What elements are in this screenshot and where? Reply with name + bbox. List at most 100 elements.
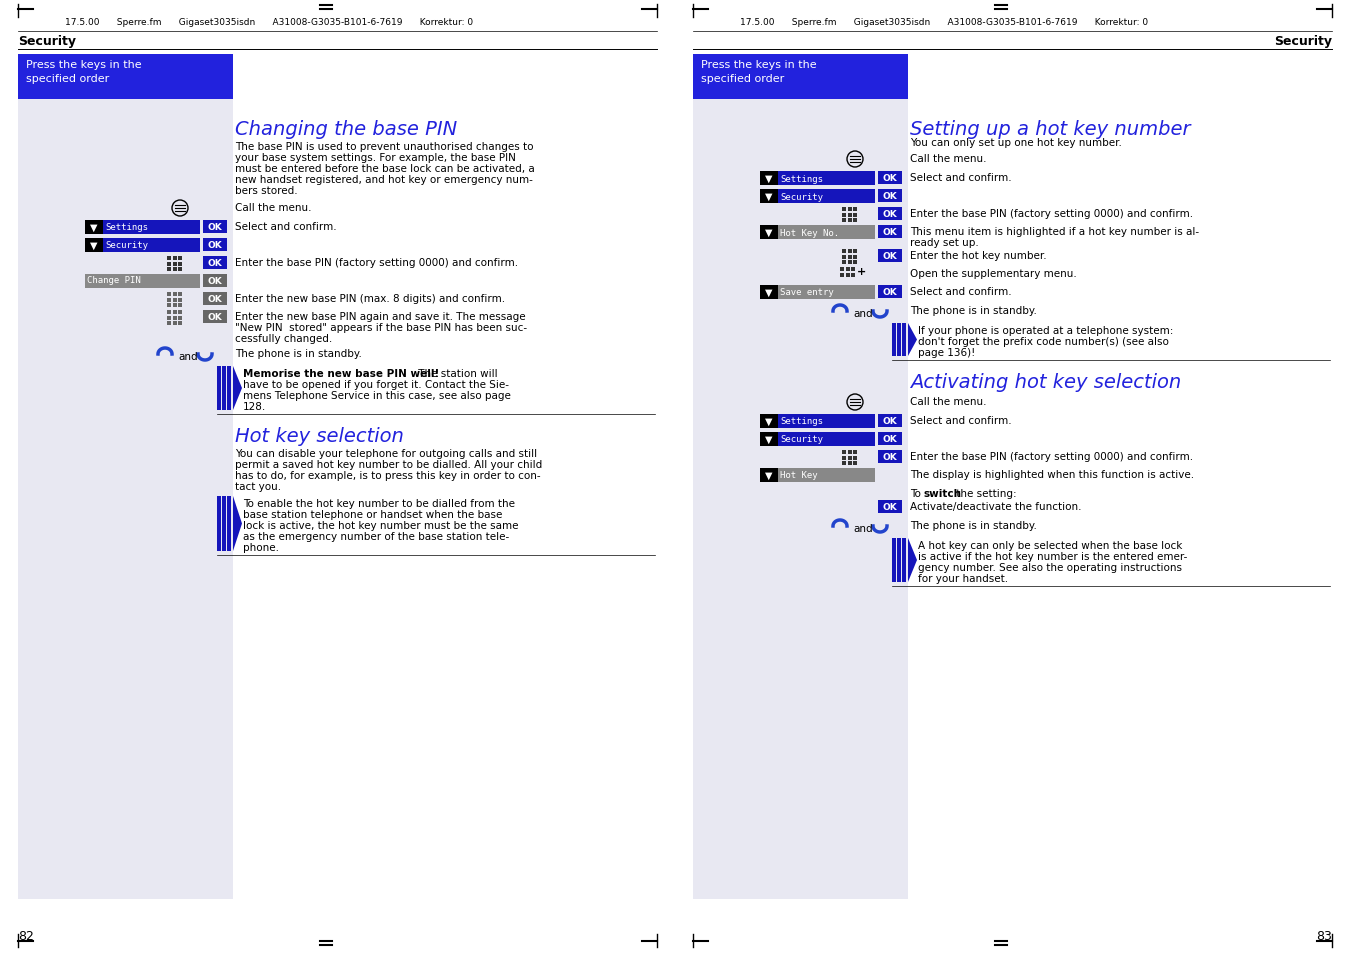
Bar <box>842 261 846 265</box>
Text: Open the supplementary menu.: Open the supplementary menu. <box>910 269 1077 278</box>
Bar <box>878 172 902 185</box>
Text: phone.: phone. <box>243 542 279 553</box>
Bar <box>848 219 852 223</box>
Text: ▼: ▼ <box>90 241 97 251</box>
Bar <box>842 250 846 253</box>
Bar <box>902 538 906 582</box>
Bar <box>693 55 909 899</box>
Bar <box>167 316 171 320</box>
Bar <box>760 433 778 447</box>
Text: Press the keys in the
specified order: Press the keys in the specified order <box>701 60 817 84</box>
Bar <box>848 456 852 460</box>
Bar <box>842 451 846 455</box>
Bar <box>167 293 171 296</box>
Bar <box>167 268 171 272</box>
Polygon shape <box>234 497 242 552</box>
Bar <box>848 461 852 465</box>
Text: switch: switch <box>923 489 963 498</box>
Bar <box>878 500 902 514</box>
Text: permit a saved hot key number to be dialled. All your child: permit a saved hot key number to be dial… <box>235 459 543 470</box>
Bar <box>778 226 875 240</box>
Text: mens Telephone Service in this case, see also page: mens Telephone Service in this case, see… <box>243 391 510 400</box>
Polygon shape <box>909 538 917 582</box>
Bar <box>842 213 846 217</box>
Bar <box>227 497 231 552</box>
Bar <box>853 461 857 465</box>
Text: The phone is in standby.: The phone is in standby. <box>910 520 1037 531</box>
Bar <box>896 538 900 582</box>
Text: ▼: ▼ <box>765 228 772 237</box>
Bar <box>760 415 778 429</box>
Bar <box>848 451 852 455</box>
Text: Select and confirm.: Select and confirm. <box>910 172 1011 183</box>
Text: cessfully changed.: cessfully changed. <box>235 334 332 344</box>
Text: You can only set up one hot key number.: You can only set up one hot key number. <box>910 138 1122 148</box>
Text: Security: Security <box>780 435 824 444</box>
Bar <box>173 293 177 296</box>
Bar <box>853 261 857 265</box>
Bar <box>842 461 846 465</box>
Bar <box>167 298 171 302</box>
Bar <box>173 311 177 314</box>
Bar <box>878 226 902 239</box>
Bar <box>202 293 227 306</box>
Bar <box>167 262 171 266</box>
Text: OK: OK <box>883 435 898 443</box>
Bar <box>878 451 902 463</box>
Bar <box>173 316 177 320</box>
Bar <box>202 239 227 252</box>
Text: Call the menu.: Call the menu. <box>910 396 987 407</box>
Text: Security: Security <box>105 241 148 251</box>
Text: Hot Key No.: Hot Key No. <box>780 229 840 237</box>
Text: To: To <box>910 489 925 498</box>
Bar <box>178 304 182 308</box>
Bar <box>173 268 177 272</box>
Text: and: and <box>853 309 872 318</box>
Text: OK: OK <box>208 241 223 250</box>
Text: Settings: Settings <box>780 174 824 183</box>
Bar <box>850 274 855 277</box>
Bar <box>778 415 875 429</box>
Bar <box>103 239 200 253</box>
Bar <box>853 250 857 253</box>
Text: The phone is in standby.: The phone is in standby. <box>235 349 362 358</box>
Text: ▼: ▼ <box>765 192 772 202</box>
Bar <box>845 274 849 277</box>
Bar <box>848 261 852 265</box>
Bar <box>842 208 846 212</box>
Bar <box>760 286 778 299</box>
Text: Settings: Settings <box>780 417 824 426</box>
Text: Change PIN: Change PIN <box>86 275 140 285</box>
Text: OK: OK <box>883 228 898 236</box>
Text: Enter the base PIN (factory setting 0000) and confirm.: Enter the base PIN (factory setting 0000… <box>910 452 1193 461</box>
Bar <box>853 208 857 212</box>
Text: tact you.: tact you. <box>235 481 281 492</box>
Text: have to be opened if you forget it. Contact the Sie-: have to be opened if you forget it. Cont… <box>243 379 509 390</box>
Text: ▼: ▼ <box>765 288 772 297</box>
Text: as the emergency number of the base station tele-: as the emergency number of the base stat… <box>243 532 509 541</box>
Bar <box>848 213 852 217</box>
Text: the setting:: the setting: <box>953 489 1017 498</box>
Bar <box>167 311 171 314</box>
Bar <box>842 456 846 460</box>
Text: OK: OK <box>883 288 898 296</box>
Text: Security: Security <box>780 193 824 201</box>
Bar <box>178 316 182 320</box>
Text: ▼: ▼ <box>765 173 772 184</box>
Text: "New PIN  stored" appears if the base PIN has been suc-: "New PIN stored" appears if the base PIN… <box>235 323 526 333</box>
Bar <box>202 221 227 233</box>
Bar <box>221 367 225 411</box>
Bar <box>778 469 875 482</box>
Bar <box>878 250 902 263</box>
Text: Security: Security <box>1274 35 1332 48</box>
Text: 83: 83 <box>1316 929 1332 942</box>
Text: base station telephone or handset when the base: base station telephone or handset when t… <box>243 510 502 519</box>
Text: 128.: 128. <box>243 401 266 412</box>
Text: ▼: ▼ <box>765 416 772 427</box>
Text: bers stored.: bers stored. <box>235 186 297 195</box>
Bar <box>178 256 182 261</box>
Text: OK: OK <box>208 294 223 304</box>
Bar <box>693 55 909 100</box>
Text: Select and confirm.: Select and confirm. <box>235 222 336 232</box>
Bar <box>840 274 844 277</box>
